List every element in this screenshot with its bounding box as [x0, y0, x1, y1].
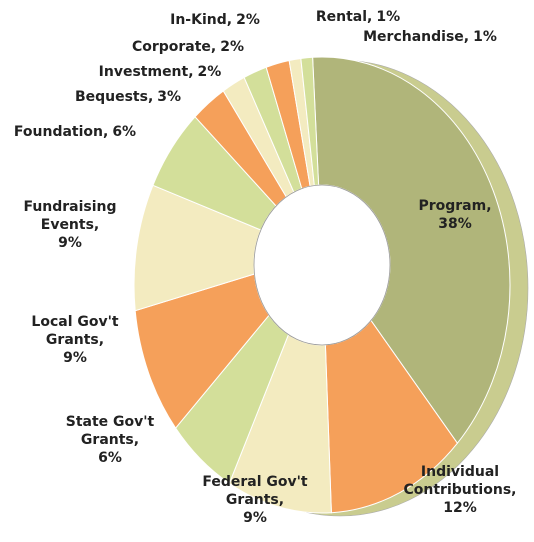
category-label: Fundraising Events,: [23, 199, 117, 233]
slice-label: In-Kind, 2%: [155, 11, 275, 29]
slice-label: Program, 38%: [405, 197, 505, 233]
category-label: State Gov't Grants,: [65, 414, 155, 448]
slice-label: Individual Contributions, 12%: [395, 463, 525, 517]
category-label: Foundation,: [13, 124, 109, 140]
slice-label: Bequests, 3%: [58, 88, 198, 106]
value-label: 2%: [236, 12, 260, 28]
slice-label: Fundraising Events, 9%: [15, 198, 125, 252]
slice-label: Rental, 1%: [298, 8, 418, 26]
value-label: 9%: [58, 235, 82, 251]
value-label: 2%: [220, 39, 245, 55]
slice-label: Federal Gov't Grants, 9%: [190, 473, 320, 527]
category-label: Federal Gov't Grants,: [202, 474, 308, 508]
category-label: Corporate,: [131, 39, 217, 55]
value-label: 3%: [157, 89, 182, 105]
value-label: 1%: [376, 9, 401, 25]
slice-label: Foundation, 6%: [5, 123, 145, 141]
category-label: Local Gov't Grants,: [31, 314, 119, 348]
category-label: Rental,: [315, 9, 373, 25]
category-label: Bequests,: [74, 89, 154, 105]
donut-hole: [253, 184, 391, 346]
category-label: Program,: [418, 198, 492, 214]
value-label: 2%: [197, 64, 222, 80]
value-label: 9%: [243, 510, 267, 526]
category-label: Merchandise,: [363, 29, 470, 45]
slices: [133, 56, 511, 514]
category-label: In-Kind,: [170, 12, 233, 28]
category-label: Individual Contributions,: [403, 464, 517, 498]
category-label: Investment,: [98, 64, 194, 80]
slice-label: Local Gov't Grants, 9%: [20, 313, 130, 367]
slice-label: State Gov't Grants, 6%: [55, 413, 165, 467]
slice-label: Corporate, 2%: [118, 38, 258, 56]
slice-label: Merchandise, 1%: [355, 28, 505, 46]
slice-label: Investment, 2%: [90, 63, 230, 81]
value-label: 1%: [473, 29, 497, 45]
value-label: 9%: [63, 350, 87, 366]
value-label: 6%: [98, 450, 122, 466]
value-label: 6%: [112, 124, 137, 140]
value-label: 38%: [438, 216, 472, 232]
value-label: 12%: [443, 500, 477, 516]
